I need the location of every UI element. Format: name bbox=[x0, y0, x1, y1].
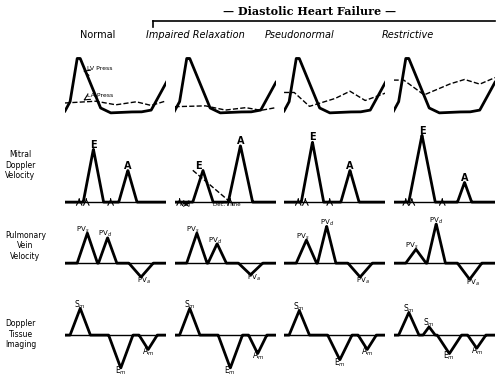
Text: — Diastolic Heart Failure —: — Diastolic Heart Failure — bbox=[224, 6, 396, 17]
Text: PV$_s$: PV$_s$ bbox=[186, 225, 200, 235]
Text: A: A bbox=[346, 161, 354, 171]
Text: Impaired Relaxation: Impaired Relaxation bbox=[146, 30, 244, 40]
Text: E: E bbox=[90, 140, 96, 150]
Text: A$_m$: A$_m$ bbox=[361, 346, 374, 358]
Text: A: A bbox=[461, 173, 468, 183]
Text: PV$_d$: PV$_d$ bbox=[320, 218, 334, 228]
Text: PV$_d$: PV$_d$ bbox=[429, 215, 444, 225]
Text: IVRT: IVRT bbox=[180, 202, 192, 207]
Text: S$_m$: S$_m$ bbox=[74, 298, 86, 311]
Text: Pulmonary
Vein
Velocity: Pulmonary Vein Velocity bbox=[5, 231, 46, 261]
Text: S$_m$: S$_m$ bbox=[423, 317, 435, 329]
Text: A: A bbox=[236, 136, 244, 146]
Text: Restrictive: Restrictive bbox=[382, 30, 434, 40]
Text: A$_m$: A$_m$ bbox=[142, 346, 154, 358]
Text: PV$_a$: PV$_a$ bbox=[356, 276, 370, 286]
Text: PV$_d$: PV$_d$ bbox=[98, 229, 112, 240]
Text: PV$_s$: PV$_s$ bbox=[405, 241, 418, 251]
Text: E: E bbox=[418, 126, 426, 136]
Text: A$_m$: A$_m$ bbox=[470, 344, 483, 357]
Text: Mitral
Doppler
Velocity: Mitral Doppler Velocity bbox=[5, 150, 36, 180]
Text: Doppler
Tissue
Imaging: Doppler Tissue Imaging bbox=[5, 319, 36, 349]
Text: A: A bbox=[124, 161, 132, 171]
Text: S$_m$: S$_m$ bbox=[403, 302, 414, 314]
Text: PV$_a$: PV$_a$ bbox=[247, 273, 260, 283]
Text: PV$_a$: PV$_a$ bbox=[466, 278, 479, 288]
Text: E$_m$: E$_m$ bbox=[224, 364, 236, 377]
Text: S$_m$: S$_m$ bbox=[184, 298, 196, 311]
Text: A$_m$: A$_m$ bbox=[252, 349, 264, 362]
Text: E: E bbox=[309, 132, 316, 142]
Text: E: E bbox=[196, 161, 202, 171]
Text: LV Press: LV Press bbox=[88, 66, 113, 71]
Text: E$_m$: E$_m$ bbox=[334, 356, 345, 369]
Text: E$_m$: E$_m$ bbox=[115, 364, 126, 377]
Text: Normal: Normal bbox=[80, 30, 115, 40]
Text: PV$_a$: PV$_a$ bbox=[137, 276, 151, 286]
Text: PV$_s$: PV$_s$ bbox=[296, 232, 309, 242]
Text: Dec. Time: Dec. Time bbox=[213, 202, 240, 207]
Text: PV$_s$: PV$_s$ bbox=[76, 225, 90, 235]
Text: PV$_d$: PV$_d$ bbox=[208, 236, 222, 246]
Text: S$_m$: S$_m$ bbox=[294, 300, 305, 313]
Text: E$_m$: E$_m$ bbox=[444, 349, 456, 362]
Text: Pseudonormal: Pseudonormal bbox=[265, 30, 335, 40]
Text: LA Press: LA Press bbox=[88, 93, 114, 98]
